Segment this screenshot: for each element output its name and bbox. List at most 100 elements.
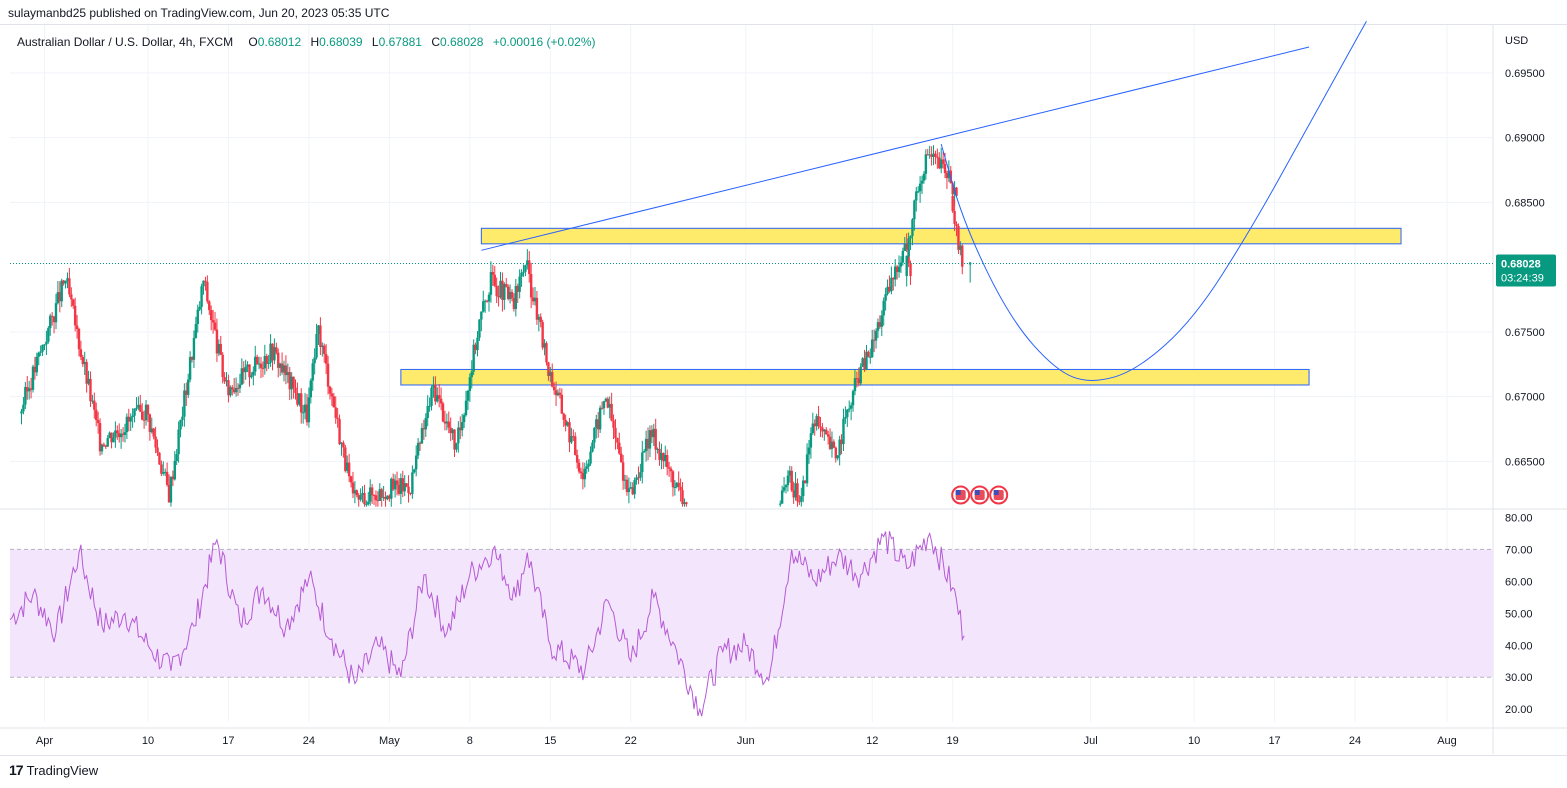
trendline — [481, 46, 1310, 251]
candle-body — [31, 366, 35, 390]
candle-body — [443, 421, 447, 424]
candle-body — [382, 496, 385, 498]
candle-body — [855, 378, 859, 380]
candle-body — [154, 436, 157, 448]
candle-body — [786, 475, 790, 486]
candle-body — [294, 387, 297, 393]
candle-body — [627, 488, 631, 493]
candle-body — [890, 277, 893, 292]
candle-body — [200, 286, 203, 307]
candle-body — [221, 354, 224, 377]
candle-body — [924, 154, 928, 174]
candle-body — [357, 495, 360, 500]
last-price-label: 0.68028 — [1501, 259, 1541, 271]
candle-body — [558, 392, 562, 395]
candle-body — [656, 448, 659, 450]
symbol-legend[interactable]: Australian Dollar / U.S. Dollar, 4h, FXC… — [17, 35, 595, 49]
candle-body — [951, 195, 954, 212]
candle-body — [487, 294, 491, 302]
candle-body — [524, 265, 527, 272]
candle-body — [445, 421, 449, 424]
candle-body — [334, 407, 337, 418]
candle-body — [478, 319, 481, 338]
candle-body — [33, 366, 37, 373]
candle-body — [811, 423, 815, 434]
candle-body — [123, 432, 127, 435]
candle-body — [156, 447, 159, 453]
candle-body — [905, 255, 908, 277]
candle-body — [367, 501, 370, 505]
change-value: +0.00016 (+0.02%) — [492, 35, 596, 49]
candle-body — [901, 250, 905, 263]
candle-body — [932, 153, 935, 157]
candle-body — [148, 414, 152, 433]
time-tick-label: 17 — [1268, 735, 1280, 747]
flag-canton — [955, 490, 961, 495]
footer[interactable]: 17 TradingView — [9, 762, 98, 778]
candle-body — [648, 430, 652, 449]
candle-body — [872, 339, 876, 341]
candle-body — [288, 372, 291, 390]
candle-body — [135, 407, 138, 409]
candle-body — [572, 436, 575, 438]
candle-body — [574, 436, 577, 455]
candle-body — [830, 441, 834, 449]
candle-body — [529, 273, 533, 298]
candle-body — [311, 363, 314, 381]
candle-body — [673, 486, 677, 488]
candles — [20, 145, 972, 507]
candle-body — [39, 351, 42, 353]
candle-body — [254, 356, 257, 372]
candle-body — [959, 245, 962, 250]
candle-body — [416, 442, 420, 456]
candle-body — [955, 187, 958, 196]
candle-body — [89, 378, 92, 402]
candle-body — [807, 447, 811, 455]
candle-body — [641, 452, 644, 473]
candle-body — [577, 462, 581, 472]
candle-body — [188, 357, 192, 380]
candle-body — [826, 434, 830, 437]
candle-body — [209, 310, 213, 321]
candle-body — [418, 442, 422, 444]
candle-body — [353, 490, 357, 494]
rsi-line — [9, 531, 965, 717]
candle-body — [848, 408, 851, 410]
rsi-tick-label: 30.00 — [1505, 672, 1533, 684]
projection-curve — [940, 20, 1367, 381]
candle-body — [625, 479, 629, 493]
candle-body — [141, 411, 144, 420]
candle-body — [24, 387, 27, 405]
candle-body — [340, 442, 343, 445]
candle-body — [882, 300, 885, 316]
candle-body — [87, 378, 90, 384]
candle-body — [928, 154, 931, 156]
rsi-tick-label: 70.00 — [1505, 544, 1533, 556]
candle-body — [206, 281, 209, 302]
candle-body — [152, 428, 155, 437]
candle-body — [173, 460, 176, 480]
candle-body — [437, 395, 441, 399]
candle-body — [514, 285, 518, 309]
candle-body — [669, 468, 673, 472]
candle-body — [185, 390, 188, 395]
candle-body — [618, 442, 621, 454]
price-tick-label: 0.67500 — [1505, 327, 1545, 339]
candle-body — [662, 453, 665, 462]
candle-body — [93, 400, 96, 410]
candle-body — [106, 438, 109, 447]
candle-body — [43, 344, 46, 346]
candle-body — [269, 343, 272, 363]
candle-body — [920, 180, 924, 184]
candle-body — [597, 419, 600, 430]
candle-body — [125, 416, 129, 433]
candle-body — [131, 415, 134, 418]
drawings — [10, 20, 1493, 381]
candle-body — [939, 159, 943, 169]
candle-body — [462, 415, 466, 423]
candle-body — [52, 316, 56, 323]
candle-body — [160, 464, 163, 474]
candle-body — [604, 398, 608, 402]
time-tick-label: 19 — [947, 735, 959, 747]
